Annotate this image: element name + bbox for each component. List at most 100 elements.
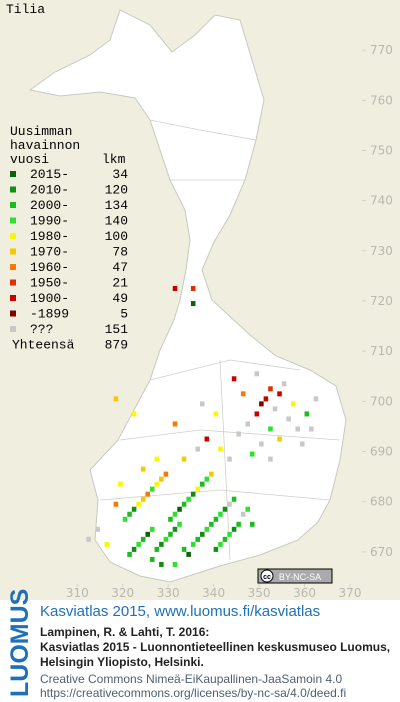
brand: LUOMUS <box>6 589 34 697</box>
legend-label: 1990- <box>30 214 69 229</box>
grid-cell <box>172 285 178 291</box>
grid-cell <box>145 491 150 497</box>
grid-cell <box>309 426 314 432</box>
legend-label: 1960- <box>30 260 69 275</box>
legend-header: Uusimman <box>10 124 72 139</box>
legend-count-header: lkm <box>102 152 126 167</box>
y-tick-label: 730 <box>370 244 393 258</box>
region-border <box>149 119 257 141</box>
y-tick-label: 680 <box>370 495 393 509</box>
y-tick-label: 720 <box>370 294 393 308</box>
badge-box <box>257 568 333 584</box>
license-badge: cc BY-NC-SA <box>257 568 333 584</box>
grid-cell <box>168 516 173 522</box>
cells <box>86 285 319 567</box>
legend-label: 2000- <box>30 198 69 213</box>
x-tick-label: 370 <box>339 586 362 600</box>
grid-cell <box>186 496 191 502</box>
legend-swatch <box>10 264 16 270</box>
grid-cell <box>136 541 141 547</box>
grid-cell <box>304 411 310 417</box>
grid-cell <box>231 376 237 382</box>
grid-cell <box>245 421 250 427</box>
grid-cell <box>145 531 150 537</box>
citation: Lampinen, R. & Lahti, T. 2016: <box>40 625 209 639</box>
grid-cell <box>195 486 200 492</box>
grid-cell <box>140 496 146 502</box>
license: https://creativecommons.org/licenses/by-… <box>40 686 346 700</box>
legend-count: 134 <box>105 198 129 213</box>
legend-swatch <box>10 326 16 332</box>
grid-cell <box>213 546 219 552</box>
map-title: Tilia <box>6 2 45 17</box>
grid-cell <box>222 506 228 512</box>
grid-cell <box>154 481 160 487</box>
grid-cell <box>200 531 205 537</box>
legend-count: 140 <box>105 214 128 229</box>
grid-cell <box>168 531 173 537</box>
grid-cell <box>131 506 137 512</box>
grid-cell <box>295 426 300 432</box>
grid-cell <box>104 541 110 547</box>
grid-cell <box>227 456 232 462</box>
grid-cell <box>313 396 319 402</box>
grid-cell <box>159 561 164 567</box>
grid-cell <box>222 536 228 542</box>
region-border <box>119 429 341 441</box>
citation: Helsingin Yliopisto, Helsinki. <box>40 655 204 669</box>
grid-cell <box>154 456 160 462</box>
grid-cell <box>259 441 264 447</box>
legend-count: 78 <box>112 245 128 260</box>
grid-cell <box>195 536 200 542</box>
grid-cell <box>159 541 164 547</box>
grid-cell <box>240 391 246 397</box>
grid-cell <box>250 451 255 457</box>
grid-cell <box>254 371 260 377</box>
headline: Kasviatlas 2015, www.luomus.fi/kasviatla… <box>40 603 320 620</box>
y-tick-label: 700 <box>370 394 393 408</box>
grid-cell <box>263 396 269 402</box>
legend-swatch <box>10 279 16 286</box>
grid-cell <box>181 456 187 462</box>
x-tick-label: 310 <box>66 586 89 600</box>
legend-label: 2015- <box>30 167 69 182</box>
grid-cell <box>204 476 210 482</box>
grid-cell <box>195 446 200 452</box>
grid-cell <box>250 521 255 527</box>
grid-cell <box>172 511 178 517</box>
grid-cell <box>209 471 214 477</box>
grid-cell <box>218 446 223 452</box>
legend-count: 21 <box>112 276 128 291</box>
grid-cell <box>268 456 273 462</box>
grid-cell <box>236 431 241 437</box>
grid-cell <box>231 496 237 502</box>
y-tick-label: 670 <box>370 545 393 559</box>
legend-count: 5 <box>120 307 128 322</box>
grid-cell <box>150 556 155 562</box>
legend-count: 47 <box>112 260 128 275</box>
grid-cell <box>140 536 146 542</box>
legend-label: 1950- <box>30 276 69 291</box>
x-tick-label: 340 <box>202 586 225 600</box>
grid-cell <box>86 536 91 542</box>
legend-label: ??? <box>30 322 53 337</box>
grid-cell <box>213 516 219 522</box>
badge-label: BY-NC-SA <box>279 572 321 582</box>
y-tick-label: 740 <box>370 194 393 208</box>
region-border <box>219 359 231 561</box>
grid-cell <box>113 396 119 402</box>
grid-cell <box>186 551 191 557</box>
region-border <box>99 489 331 501</box>
citation: Kasviatlas 2015 - Luonnontieteellinen ke… <box>40 640 390 654</box>
badge-circle <box>260 569 274 583</box>
legend-header: havainnon <box>10 138 80 153</box>
legend-swatch <box>10 171 16 177</box>
legend-swatch <box>10 248 16 255</box>
grid-cell <box>200 481 205 487</box>
badge-cc: cc <box>263 574 271 581</box>
grid-cell <box>213 411 219 417</box>
grid-cell <box>204 526 210 532</box>
y-tick-label: 760 <box>370 93 393 107</box>
